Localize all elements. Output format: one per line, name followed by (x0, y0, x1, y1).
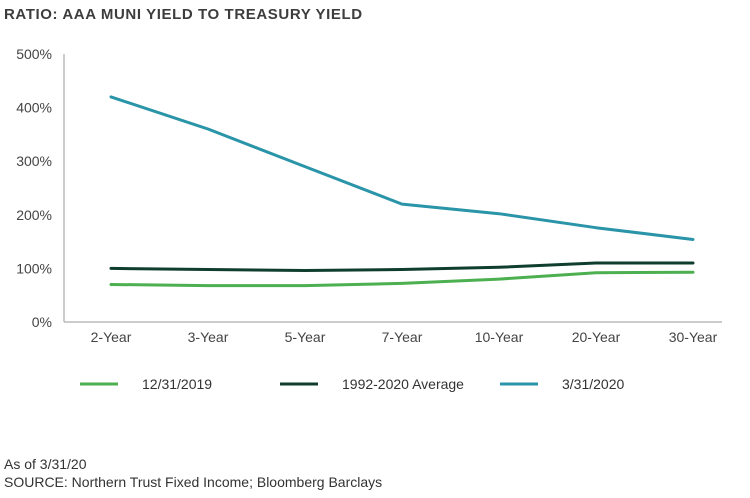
chart-axes (63, 54, 722, 323)
y-tick-label: 100% (16, 260, 52, 276)
y-tick-label: 500% (16, 46, 52, 62)
series-line (109, 270, 695, 288)
legend-label: 1992-2020 Average (342, 376, 464, 392)
source-note: SOURCE: Northern Trust Fixed Income; Blo… (4, 474, 383, 490)
x-tick-labels: 2-Year 3-Year 5-Year 7-Year 10-Year 20-Year 30… (91, 329, 718, 345)
x-tick-label: 20-Year (572, 329, 621, 345)
y-tick-label: 400% (16, 100, 52, 116)
legend-label: 3/31/2020 (562, 376, 624, 392)
series-line (109, 261, 695, 272)
x-tick-label: 3-Year (188, 329, 229, 345)
y-tick-label: 300% (16, 153, 52, 169)
x-tick-label: 5-Year (285, 329, 326, 345)
chart-title: RATIO: AAA MUNI YIELD TO TREASURY YIELD (4, 6, 363, 23)
chart-legend: 12/31/2019 1992-2020 Average 3/31/2020 (80, 376, 624, 392)
as-of-note: As of 3/31/20 (4, 456, 87, 472)
y-tick-label: 200% (16, 207, 52, 223)
legend-label: 12/31/2019 (142, 376, 212, 392)
y-tick-labels: 0% 100% 200% 300% 400% 500% (16, 46, 52, 330)
y-tick-label: 0% (32, 314, 52, 330)
x-tick-label: 2-Year (91, 329, 132, 345)
x-tick-label: 7-Year (382, 329, 423, 345)
x-tick-label: 10-Year (475, 329, 524, 345)
x-tick-label: 30-Year (669, 329, 718, 345)
series-line (109, 95, 695, 241)
series-lines (109, 95, 695, 288)
